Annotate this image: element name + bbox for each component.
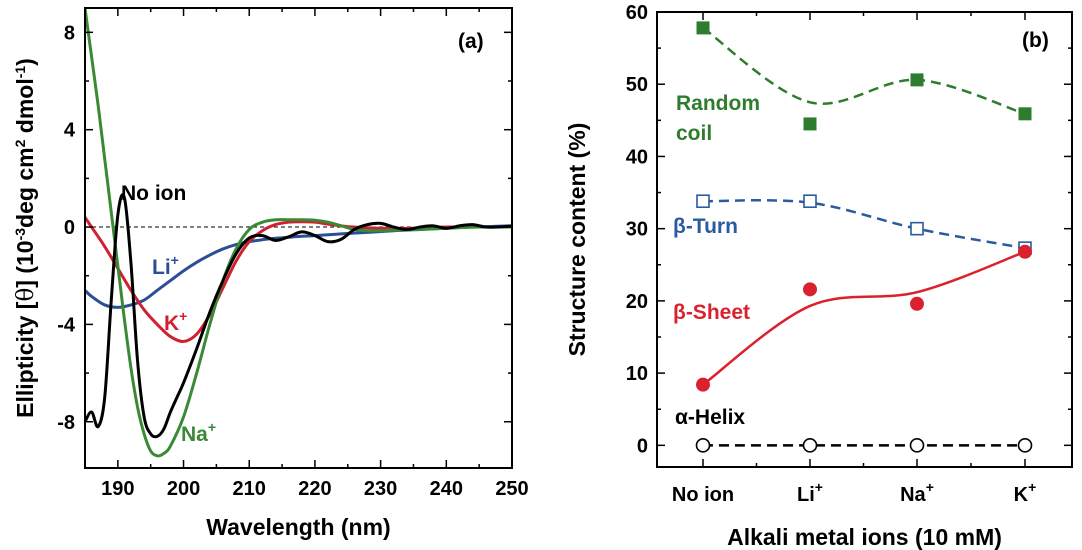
series-line-no-ion xyxy=(85,193,512,439)
data-point-beta-sheet xyxy=(910,296,924,311)
y-title-part: ) xyxy=(12,58,38,66)
fit-line-random-coil xyxy=(702,26,1026,116)
series-line-li xyxy=(85,224,512,309)
category-label-text: K xyxy=(1014,484,1029,506)
y-tick-label: 4 xyxy=(64,120,76,142)
x-tick-label: 240 xyxy=(430,478,463,500)
series-label-beta-turn: β-Turn xyxy=(673,215,738,238)
x-category-label: Na+ xyxy=(900,479,934,506)
data-point-alpha-helix xyxy=(695,438,711,453)
series-label-superscript: + xyxy=(171,252,179,268)
y-title-part: Ellipticity [ xyxy=(12,301,38,418)
series-curves xyxy=(85,8,512,458)
x-category-label: K+ xyxy=(1014,479,1037,506)
data-point-alpha-helix xyxy=(909,438,925,453)
series-label-text: Li xyxy=(152,256,171,279)
fit-line-beta-sheet xyxy=(702,250,1026,386)
data-point-random-coil xyxy=(803,117,817,131)
series-label-na: Na+ xyxy=(181,419,216,446)
x-tick-label: 250 xyxy=(495,478,528,500)
series-label-text: Na xyxy=(181,423,208,446)
x-category-label: No ion xyxy=(672,484,734,506)
category-label-text: Li xyxy=(797,484,815,506)
series-label-beta-sheet: β-Sheet xyxy=(673,301,750,324)
x-tick-label: 200 xyxy=(167,478,200,500)
category-label-superscript: + xyxy=(926,479,934,495)
series-label-text: K xyxy=(164,312,179,335)
data-point-alpha-helix xyxy=(802,438,818,453)
x-tick-label: 210 xyxy=(233,478,266,500)
series-line-k xyxy=(85,216,512,343)
data-point-beta-sheet xyxy=(803,282,817,297)
series-label-text: No ion xyxy=(121,182,186,205)
y-tick-label: 10 xyxy=(626,363,648,385)
x-category-label: Li+ xyxy=(797,479,823,506)
y-axis-title: Structure content (%) xyxy=(564,123,590,357)
data-point-beta-turn xyxy=(803,194,817,209)
data-point-beta-sheet xyxy=(696,377,710,392)
y-tick-label: 30 xyxy=(626,219,648,241)
fit-line-beta-turn xyxy=(702,199,1026,250)
y-tick-label: -8 xyxy=(57,412,75,434)
data-point-beta-turn xyxy=(696,194,710,209)
data-point-alpha-helix xyxy=(1017,438,1033,453)
series-label-random-coil: Random xyxy=(676,92,760,115)
series-line-na xyxy=(85,8,512,458)
y-title-part: ] (10 xyxy=(12,240,38,287)
data-point-beta-turn xyxy=(910,221,924,236)
series-label-superscript: + xyxy=(208,419,216,435)
data-point-random-coil xyxy=(696,21,710,35)
y-tick-label: 0 xyxy=(637,435,648,457)
category-label-superscript: + xyxy=(815,479,823,495)
y-title-part: dmol xyxy=(12,78,38,139)
y-title-part: deg cm xyxy=(12,147,38,228)
plot-frame-a xyxy=(84,7,513,469)
y-tick-label: 0 xyxy=(64,217,75,239)
y-tick-label: 40 xyxy=(626,146,648,168)
category-label-text: Na xyxy=(900,484,926,506)
data-point-beta-sheet xyxy=(1018,244,1032,259)
series-label-random-coil: coil xyxy=(676,122,712,145)
y-tick-label: 20 xyxy=(626,291,648,313)
series-label-k: K+ xyxy=(164,308,187,335)
y-tick-label: 8 xyxy=(64,22,75,44)
data-point-random-coil xyxy=(1018,107,1032,121)
y-title-theta: θ xyxy=(13,288,39,302)
y-tick-label: 60 xyxy=(626,2,648,24)
y-tick-label: 50 xyxy=(626,74,648,96)
y-tick-label: -4 xyxy=(57,314,76,336)
y-title-superscript: 2 xyxy=(12,139,28,147)
data-point-random-coil xyxy=(910,73,924,87)
panel-a-cd-spectra: 190 200 210 220 230 240 250 -8 -4 0 4 8 Wavelength (… xyxy=(12,7,529,540)
panel-label-a: (a) xyxy=(458,30,484,53)
series-label-alpha-helix: α-Helix xyxy=(675,406,745,429)
series-label-no-ion: No ion xyxy=(121,182,186,205)
y-title-superscript: -3 xyxy=(12,228,28,241)
series-label-superscript: + xyxy=(179,308,187,324)
category-label-superscript: + xyxy=(1028,479,1036,495)
x-tick-label: 220 xyxy=(298,478,331,500)
x-tick-label: 190 xyxy=(101,478,134,500)
x-axis-title: Wavelength (nm) xyxy=(206,514,390,540)
x-axis-title: Alkali metal ions (10 mM) xyxy=(727,524,1002,550)
y-title-superscript: -1 xyxy=(12,66,28,79)
plot-frame-b xyxy=(656,11,1073,468)
panel-label-b: (b) xyxy=(1022,29,1049,52)
y-axis-title: Ellipticity [θ] (10-3deg cm2 dmol-1) xyxy=(12,58,39,418)
x-tick-label: 230 xyxy=(364,478,397,500)
series-label-li: Li+ xyxy=(152,252,179,279)
category-label-text: No ion xyxy=(672,484,734,506)
